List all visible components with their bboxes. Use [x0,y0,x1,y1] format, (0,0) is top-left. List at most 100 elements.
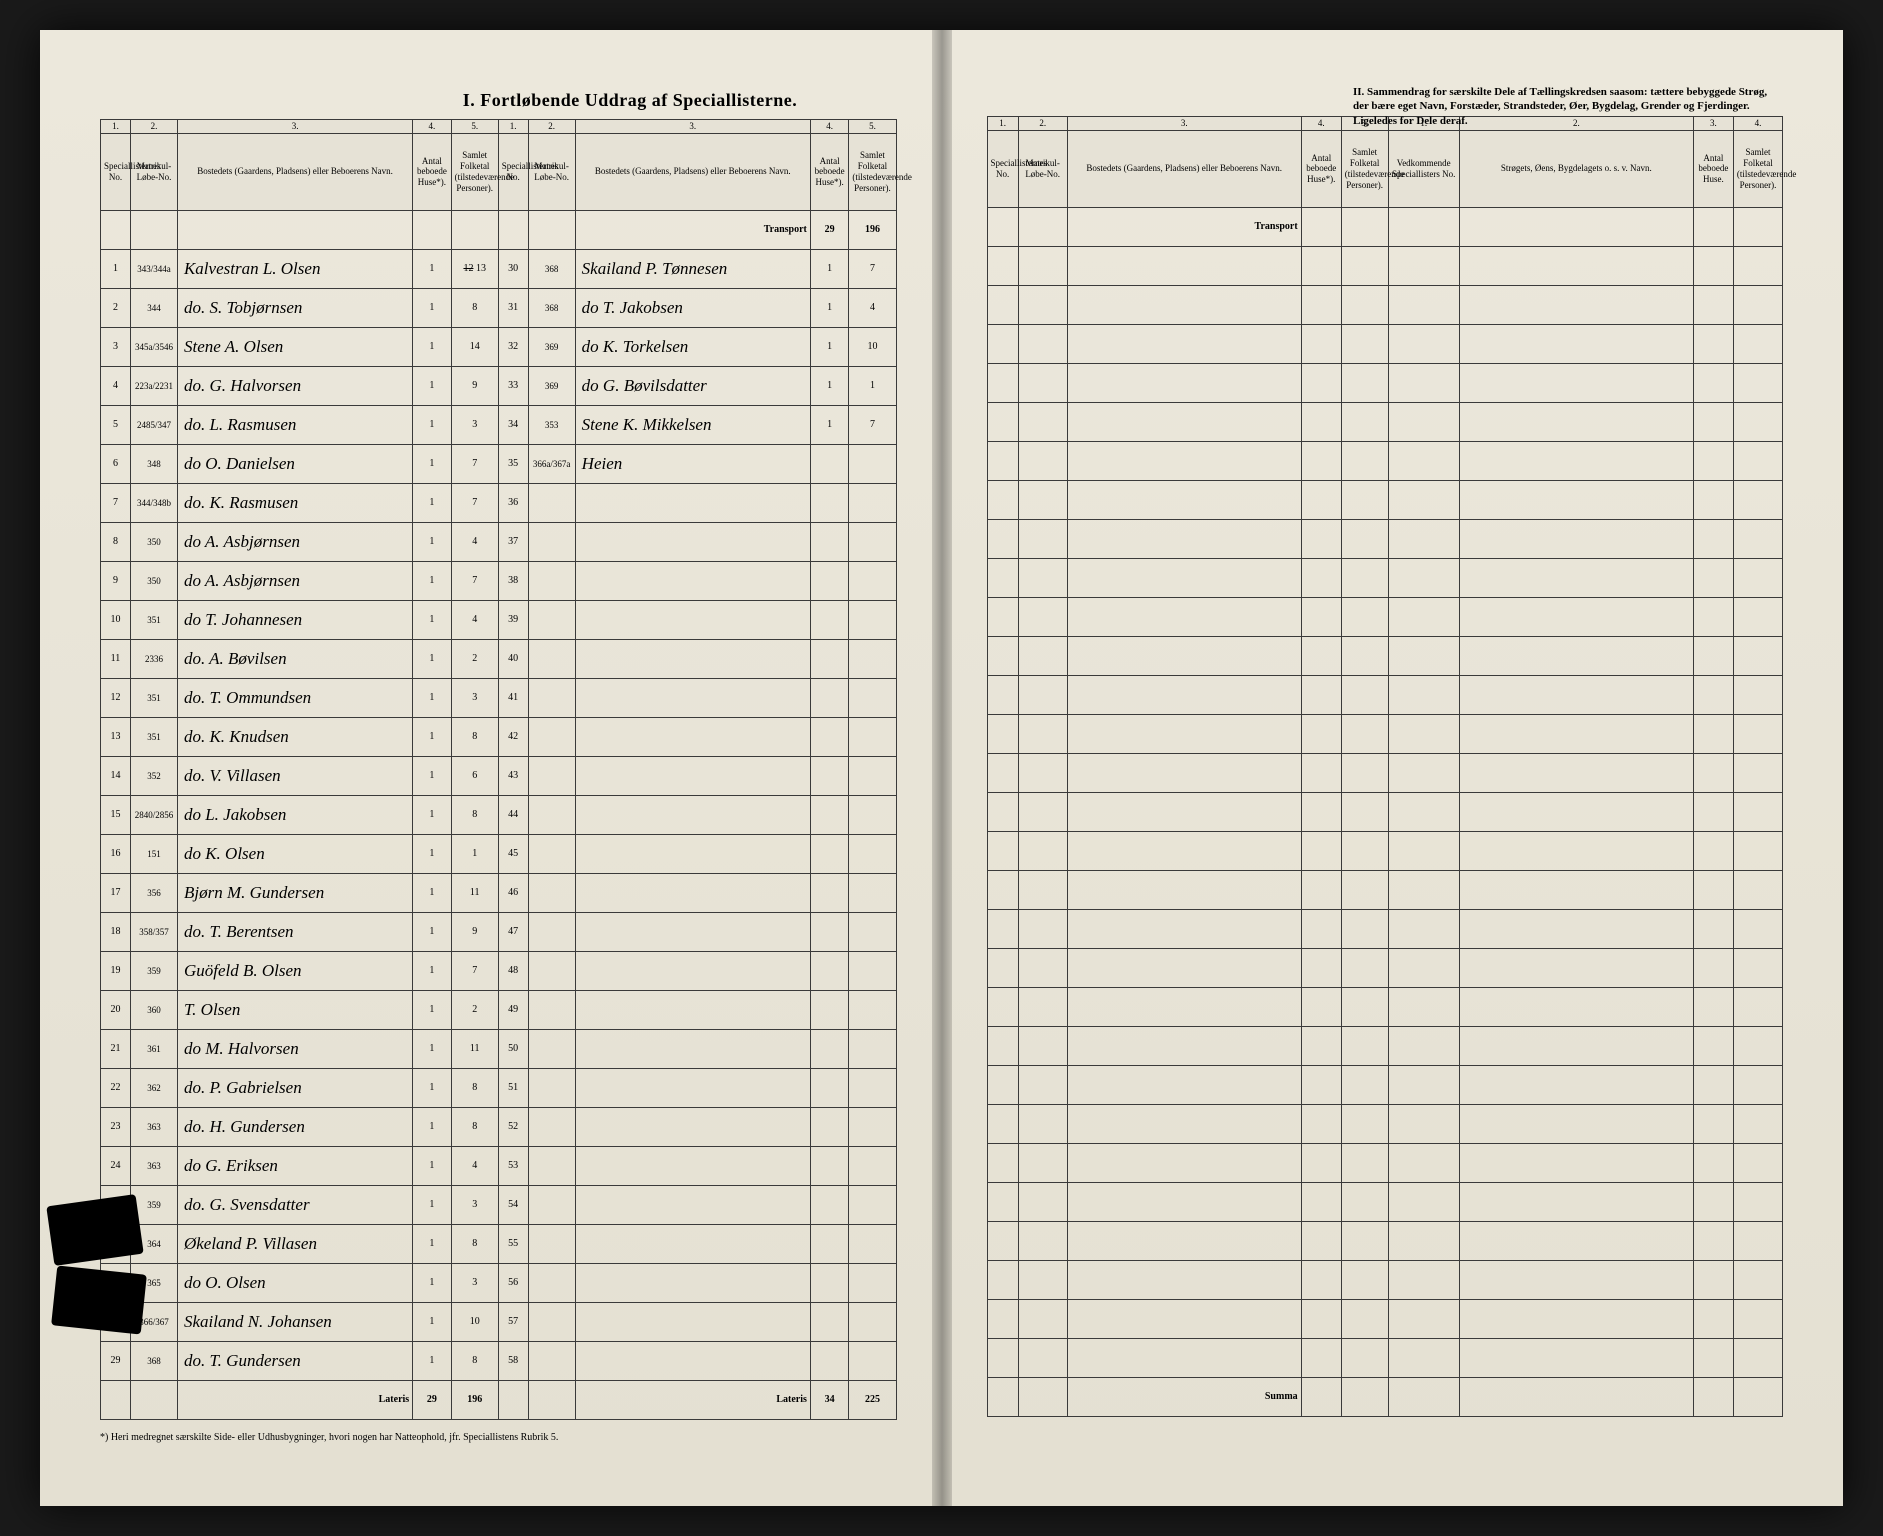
table-cell [528,1380,575,1419]
table-cell [575,1107,810,1146]
table-cell: 352 [130,756,177,795]
table-cell [1067,285,1301,324]
table-cell [1388,987,1459,1026]
table-row: 10351do T. Johannesen1439 [101,600,897,639]
table-cell [1733,870,1782,909]
table-cell [528,951,575,990]
table-row [987,480,1783,519]
table-cell: 46 [498,873,528,912]
table-cell: 50 [498,1029,528,1068]
table-cell: 15 [101,795,131,834]
table-cell [1301,246,1341,285]
table-cell [1018,792,1067,831]
table-cell: do A. Asbjørnsen [177,522,412,561]
table-cell [575,1224,810,1263]
table-cell [987,1104,1018,1143]
table-cell: 351 [130,678,177,717]
table-cell [1459,207,1693,246]
table-cell [1301,324,1341,363]
table-cell [1693,1143,1733,1182]
table-cell [849,1224,896,1263]
table-cell: Skailand P. Tønnesen [575,249,810,288]
table-cell [1301,480,1341,519]
table-cell [1301,519,1341,558]
table-cell [1388,1026,1459,1065]
transport-row: Transport29196 [101,210,897,249]
table-cell: 19 [101,951,131,990]
table-cell [1388,1338,1459,1377]
table-cell [1693,1026,1733,1065]
table-cell: 1 [810,366,848,405]
table-cell: 35 [498,444,528,483]
table-cell [1067,948,1301,987]
table-cell: 30 [498,249,528,288]
table-row: 23363do. H. Gundersen1852 [101,1107,897,1146]
table-cell [1018,324,1067,363]
table-cell: 10 [101,600,131,639]
table-cell [1067,1065,1301,1104]
table-cell [987,363,1018,402]
table-cell [130,1380,177,1419]
table-cell [498,1380,528,1419]
table-row: 28366/367Skailand N. Johansen11057 [101,1302,897,1341]
table-cell [1459,948,1693,987]
table-cell [528,912,575,951]
table-cell: 11 [451,873,498,912]
table-cell [987,558,1018,597]
col-header: Bostedets (Gaardens, Pladsens) eller Beb… [1067,130,1301,207]
table-cell [1459,558,1693,597]
table-cell [1301,987,1341,1026]
table-cell: 350 [130,522,177,561]
table-row: 7344/348bdo. K. Rasmusen1736 [101,483,897,522]
binder-clip [46,1194,143,1266]
table-cell [1018,402,1067,441]
table-cell: Stene A. Olsen [177,327,412,366]
table-cell [1341,207,1388,246]
table-cell [1341,402,1388,441]
table-cell [1018,1026,1067,1065]
table-cell [528,522,575,561]
table-cell [1301,1182,1341,1221]
table-cell: 6 [101,444,131,483]
table-cell: 1 [413,444,451,483]
table-row: 2344do. S. Tobjørnsen1831368do T. Jakobs… [101,288,897,327]
table-cell: 356 [130,873,177,912]
table-cell [1341,792,1388,831]
table-cell [849,1146,896,1185]
table-cell [1388,480,1459,519]
col-header: Bostedets (Gaardens, Pladsens) eller Beb… [575,133,810,210]
table-cell: 1 [413,249,451,288]
table-cell [1067,480,1301,519]
table-cell [1693,1065,1733,1104]
table-cell [528,1224,575,1263]
table-cell: do T. Johannesen [177,600,412,639]
table-cell [1341,636,1388,675]
table-cell [1018,831,1067,870]
table-cell [1459,1143,1693,1182]
table-cell [1067,1260,1301,1299]
table-cell: 16 [101,834,131,873]
table-cell: 1 [413,1107,451,1146]
table-cell: Kalvestran L. Olsen [177,249,412,288]
table-cell [1388,1104,1459,1143]
table-row [987,792,1783,831]
table-cell: do L. Jakobsen [177,795,412,834]
table-row [987,831,1783,870]
table-cell: 13 [101,717,131,756]
table-cell: 36 [498,483,528,522]
col-header: Bostedets (Gaardens, Pladsens) eller Beb… [177,133,412,210]
table-cell [1018,1221,1067,1260]
table-cell: Skailand N. Johansen [177,1302,412,1341]
table-cell [1301,1026,1341,1065]
table-cell [1301,1260,1341,1299]
table-cell [575,951,810,990]
table-cell [1018,987,1067,1026]
table-cell: do O. Danielsen [177,444,412,483]
table-cell: 17 [101,873,131,912]
table-cell [849,1029,896,1068]
table-cell: 1 [413,1146,451,1185]
table-cell: 1 [413,990,451,1029]
table-cell: 360 [130,990,177,1029]
table-cell [1067,246,1301,285]
table-row [987,909,1783,948]
